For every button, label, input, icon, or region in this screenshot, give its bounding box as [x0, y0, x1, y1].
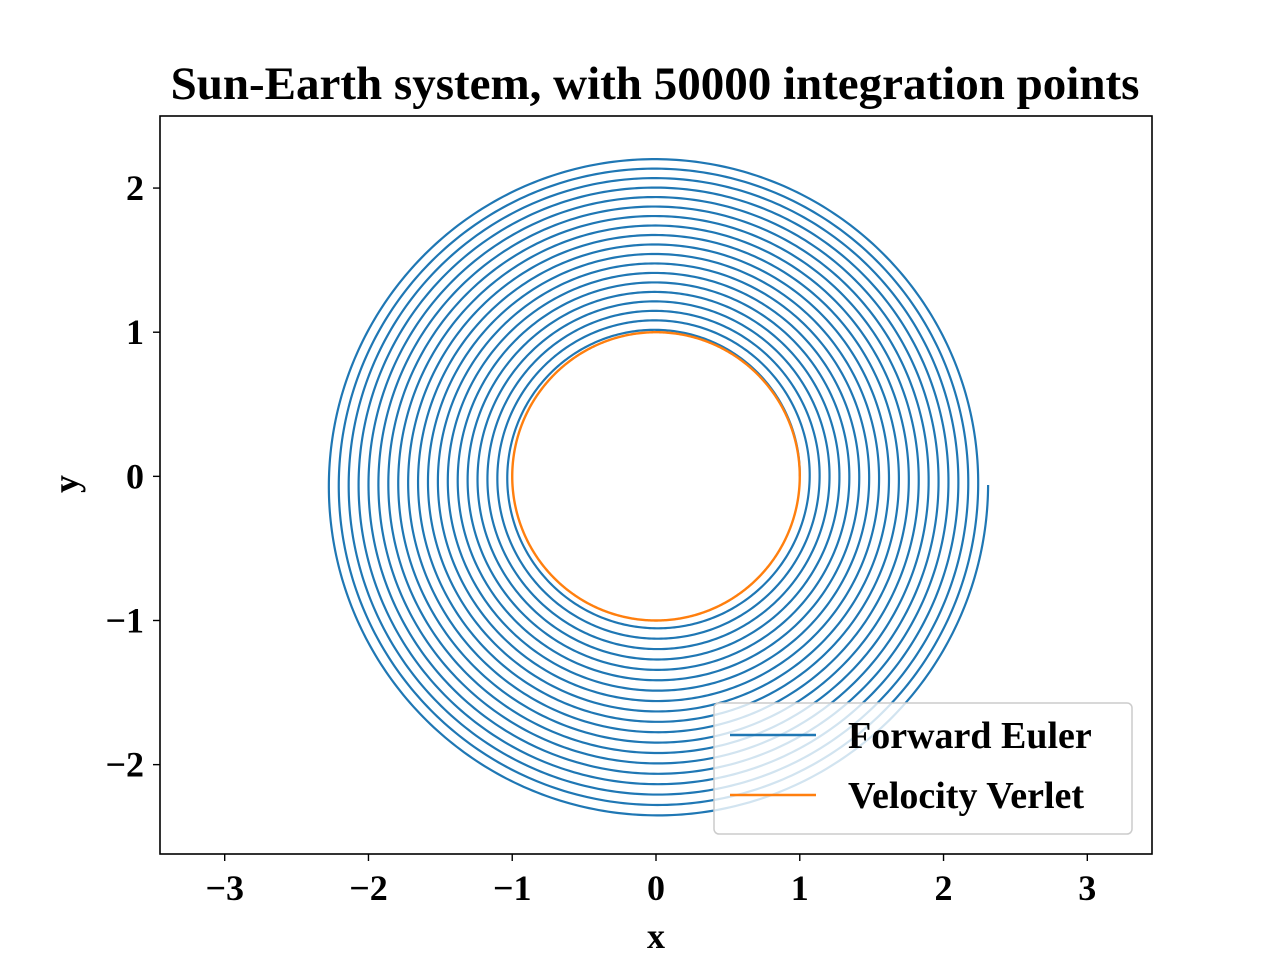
x-axis-label: x [647, 916, 665, 956]
legend-label: Forward Euler [848, 715, 1092, 757]
x-tick-label: −1 [493, 868, 532, 908]
x-tick-label: 3 [1078, 868, 1096, 908]
legend-box [713, 702, 1133, 835]
y-tick-label: 1 [126, 312, 144, 352]
legend: Forward Euler Velocity Verlet [713, 702, 1133, 835]
y-axis-ticks: −2 −1 0 1 2 [105, 168, 160, 785]
x-axis-ticks: −3 −2 −1 0 1 2 3 [205, 854, 1096, 908]
legend-label: Velocity Verlet [848, 775, 1084, 817]
y-axis-label: y [46, 475, 86, 493]
y-tick-label: 0 [126, 456, 144, 496]
x-tick-label: 0 [647, 868, 665, 908]
chart-title: Sun-Earth system, with 50000 integration… [171, 58, 1140, 110]
y-tick-label: −2 [105, 745, 144, 785]
y-tick-label: −1 [105, 600, 144, 640]
x-tick-label: −3 [205, 868, 244, 908]
x-tick-label: 2 [935, 868, 953, 908]
y-tick-label: 2 [126, 168, 144, 208]
series-velocity-verlet [511, 331, 801, 622]
x-tick-label: 1 [791, 868, 809, 908]
x-tick-label: −2 [349, 868, 388, 908]
